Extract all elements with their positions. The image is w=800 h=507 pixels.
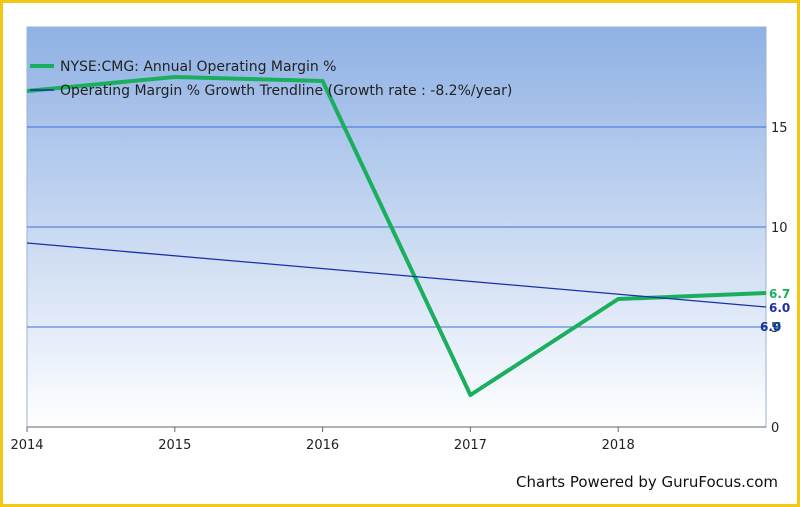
overlap-value-label: 6.0 (760, 320, 781, 334)
legend: NYSE:CMG: Annual Operating Margin % Opera… (30, 59, 512, 99)
y-tick-label: 10 (771, 221, 788, 236)
overlap-value-label: 6.7 (760, 320, 781, 334)
y-tick-label: 0 (771, 421, 779, 436)
x-tick-label: 2018 (602, 438, 635, 453)
series-layer (26, 75, 767, 397)
x-tick-label: 2016 (306, 438, 339, 453)
series-line-1[interactable] (26, 75, 767, 397)
credit-text[interactable]: Charts Powered by GuruFocus.com (516, 473, 778, 491)
series-line-2[interactable] (26, 242, 767, 308)
series-end-label: 6.0 (769, 301, 790, 315)
x-tick-label: 2014 (10, 438, 43, 453)
legend-entry-1[interactable]: NYSE:CMG: Annual Operating Margin % (60, 59, 336, 75)
x-tick-label: 2017 (454, 438, 487, 453)
x-axis: 2014 2015 2016 2017 2018 (10, 426, 766, 453)
series-end-label: 6.7 (769, 287, 790, 301)
end-labels: 6.76.06.76.0 (760, 287, 790, 334)
y-tick-label: 15 (771, 121, 788, 136)
grid-lines (27, 126, 766, 328)
x-tick-label: 2015 (158, 438, 191, 453)
y-axis: 0 5 10 15 (771, 121, 788, 436)
legend-entry-2[interactable]: Operating Margin % Growth Trendline (Gro… (60, 83, 512, 99)
y-tick-label: 5 (771, 321, 779, 336)
